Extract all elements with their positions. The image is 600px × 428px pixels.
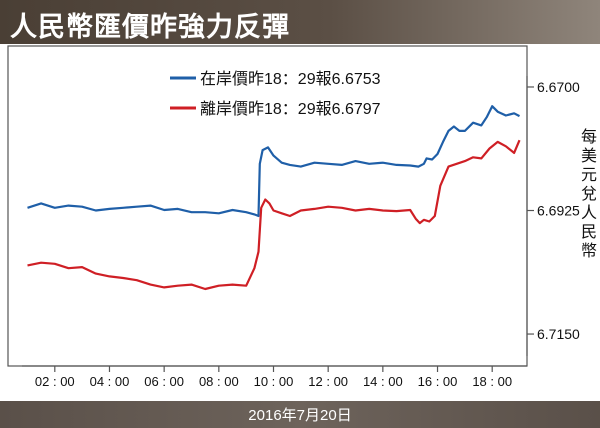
- x-tick-label: 16 : 00: [418, 374, 458, 389]
- legend-item-offshore: 離岸價昨18：29報6.6797: [170, 100, 381, 118]
- y-tick-label: 6.6925: [537, 203, 580, 219]
- footer-date: 2016年7月20日: [248, 407, 352, 424]
- y-tick-label: 6.7150: [537, 326, 580, 342]
- y-axis-label: 每美元兌人民幣: [581, 128, 597, 260]
- x-tick-label: 10 : 00: [254, 374, 294, 389]
- footer-bar: 2016年7月20日: [0, 401, 600, 428]
- x-tick-label: 06 : 00: [144, 374, 184, 389]
- x-tick-label: 08 : 00: [199, 374, 239, 389]
- x-tick-label: 12 : 00: [308, 374, 348, 389]
- x-tick-label: 14 : 00: [363, 374, 403, 389]
- chart-title: 人民幣匯價昨強力反彈: [10, 12, 290, 43]
- x-tick-label: 04 : 00: [90, 374, 130, 389]
- chart: 6.6700 6.6925 6.7150 02 : 00 04 : 00 06 : 00…: [7, 45, 597, 389]
- title-bar: 人民幣匯價昨強力反彈: [0, 0, 600, 44]
- legend-item-onshore: 在岸價昨18：29報6.6753: [170, 70, 381, 88]
- legend-label-onshore: 在岸價昨18：29報6.6753: [200, 70, 381, 88]
- y-tick-label: 6.6700: [537, 79, 580, 95]
- series-line-1: [27, 139, 521, 291]
- y-ticks: 6.6700 6.6925 6.7150: [527, 79, 580, 342]
- series-line-0: [27, 105, 521, 218]
- legend: 在岸價昨18：29報6.6753 離岸價昨18：29報6.6797: [170, 70, 381, 118]
- x-ticks: 02 : 00 04 : 00 06 : 00 08 : 00 10 : 00 12 : …: [35, 366, 512, 389]
- plot-area: [27, 105, 521, 291]
- x-tick-label: 18 : 00: [472, 374, 512, 389]
- legend-label-offshore: 離岸價昨18：29報6.6797: [200, 100, 381, 118]
- x-tick-label: 02 : 00: [35, 374, 75, 389]
- plot-frame: [7, 45, 528, 367]
